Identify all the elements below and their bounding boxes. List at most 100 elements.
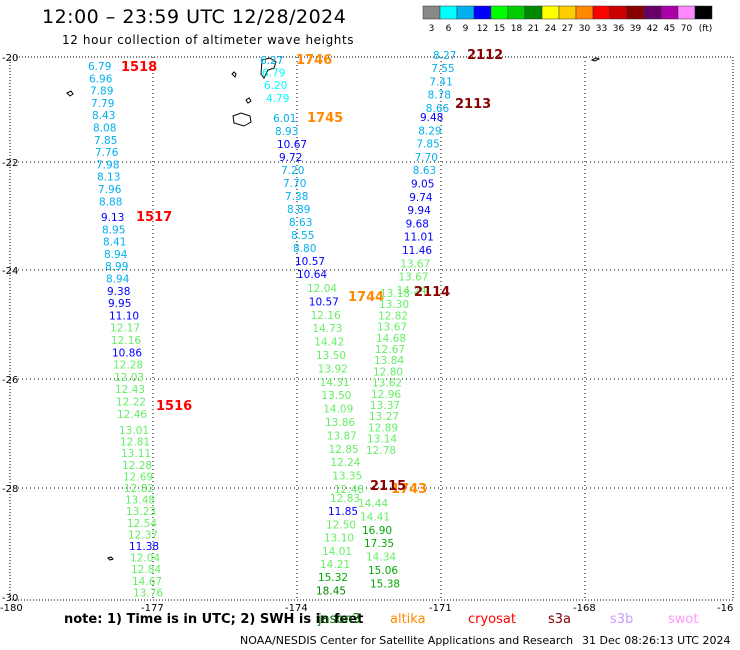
footer-note: note: 1) Time is in UTC; 2) SWH is in fe… <box>64 612 364 627</box>
wave-height-value: 12.46 <box>117 409 147 421</box>
wave-height-value: 13.76 <box>133 587 163 599</box>
scale-label: 33 <box>596 24 607 34</box>
track-2113: 9.488.29 7.857.708.63 9.059.749.949.68 11.0… <box>397 97 492 297</box>
wave-height-value: 13.48 <box>125 495 155 507</box>
wave-height-value: 13.50 <box>321 390 351 402</box>
wave-height-value: 9.94 <box>407 205 431 217</box>
orbit-pass-label: 1744 <box>348 290 384 305</box>
wave-height-value: 8.94 <box>104 249 128 261</box>
wave-height-value: 7.70 <box>283 178 306 190</box>
wave-height-value: 10.57 <box>295 256 325 268</box>
wave-height-value: 7.55 <box>431 63 454 75</box>
wave-height-value: 12.03 <box>114 372 144 384</box>
wave-height-value: 9.13 <box>101 212 124 224</box>
track-1746: 6.276.796.204.79 1746 <box>260 53 332 105</box>
wave-height-value: 9.68 <box>406 218 429 230</box>
wave-height-value: 14.34 <box>366 552 396 564</box>
wave-height-value: 12.28 <box>122 460 152 472</box>
track-2112: 8.277.557.41 8.788.66 2112 <box>426 48 503 115</box>
wave-height-value: 7.70 <box>415 152 438 164</box>
wave-height-value: 12.80 <box>373 366 403 378</box>
wave-height-value: 12.54 <box>127 518 157 530</box>
wave-height-value: 13.01 <box>119 425 149 437</box>
wave-height-value: 13.35 <box>332 471 362 483</box>
wave-height-value: 13.30 <box>379 299 409 311</box>
wave-height-value: 13.11 <box>121 448 151 460</box>
wave-height-value: 13.67 <box>398 272 428 284</box>
wave-height-value: 15.32 <box>318 572 348 584</box>
wave-height-value: 12.04 <box>130 553 160 565</box>
scale-label: 21 <box>528 24 539 34</box>
islands <box>66 57 601 561</box>
wave-height-value: 15.06 <box>368 565 398 577</box>
wave-height-value: 9.05 <box>411 179 434 191</box>
orbit-pass-label: 1517 <box>136 210 172 225</box>
lat-label: -20 <box>2 53 18 64</box>
orbit-pass-label: 1745 <box>307 111 343 126</box>
satellite-swot: swot <box>668 612 699 627</box>
wave-height-value: 8.89 <box>287 204 310 216</box>
generated-timestamp: 31 Dec 08:26:13 UTC 2024 <box>582 634 731 647</box>
satellite-jason3: jason3 <box>318 612 361 627</box>
wave-height-value: 14.41 <box>360 511 390 523</box>
wave-height-value: 6.01 <box>273 113 296 125</box>
scale-swatch <box>558 5 577 20</box>
wave-height-value: 14.01 <box>322 546 352 558</box>
lat-label: -24 <box>2 266 18 277</box>
wave-height-value: 6.96 <box>89 73 113 85</box>
track-1745: 6.018.9310.679.727.207.707.388.898.638.5… <box>273 111 343 281</box>
wave-height-value: 14.73 <box>312 323 342 335</box>
wave-height-value: 10.64 <box>297 269 327 281</box>
lat-label: -22 <box>2 158 18 169</box>
satellite-altika: altika <box>390 612 426 627</box>
wave-height-value: 8.80 <box>293 243 316 255</box>
wave-height-value: 8.88 <box>99 196 122 208</box>
wave-height-value: 9.48 <box>420 112 443 124</box>
wave-height-value: 13.50 <box>316 350 346 362</box>
wave-height-value: 9.74 <box>409 192 433 204</box>
wave-height-value: 13.27 <box>369 411 399 423</box>
scale-label: 36 <box>613 24 625 34</box>
wave-height-value: 13.14 <box>367 434 397 446</box>
wave-height-value: 14.42 <box>314 337 344 349</box>
scale-swatch <box>643 5 662 20</box>
scale-swatch <box>490 5 509 20</box>
wave-height-value: 8.43 <box>92 110 115 122</box>
wave-height-value: 10.57 <box>309 296 339 308</box>
track-1517: 9.138.958.418.948.998.949.389.9511.1012.… <box>101 210 172 421</box>
wave-height-value: 8.27 <box>433 50 456 62</box>
scale-label: 24 <box>545 24 557 34</box>
lon-label: -16 <box>717 603 733 614</box>
wave-height-value: 7.89 <box>90 86 113 98</box>
wave-height-value: 12.28 <box>113 360 143 372</box>
scale-label: 9 <box>463 24 469 34</box>
track-1516: 13.0112.8113.1112.2812.6912.8213.4813.23… <box>119 399 192 599</box>
wave-height-value: 7.76 <box>95 147 119 159</box>
wave-height-value: 4.79 <box>266 93 289 105</box>
scale-swatch <box>507 5 526 20</box>
wave-height-value: 12.69 <box>123 471 153 483</box>
map-grid: -20 -22 -24 -26 -28 -30-180 -177 -174 -171 -168 -1… <box>0 53 734 614</box>
wave-height-value: 12.78 <box>366 445 396 457</box>
wave-height-value: 14.68 <box>376 333 406 345</box>
orbit-pass-label: 2112 <box>467 48 503 63</box>
wave-height-value: 7.85 <box>94 135 117 147</box>
scale-swatch <box>575 5 594 20</box>
orbit-pass-label: 2115 <box>370 479 406 494</box>
wave-height-value: 16.90 <box>362 525 392 537</box>
wave-height-value: 15.38 <box>370 578 400 590</box>
wave-height-value: 13.18 <box>380 288 410 300</box>
lon-label: -174 <box>285 603 308 614</box>
lon-label: -168 <box>573 603 596 614</box>
wave-height-value: 12.96 <box>371 389 401 401</box>
scale-label: 45 <box>664 24 675 34</box>
scale-label: 30 <box>579 24 591 34</box>
scale-label: 12 <box>477 24 488 34</box>
wave-height-value: 9.38 <box>107 286 130 298</box>
wave-height-value: 13.10 <box>324 533 354 545</box>
wave-height-value: 8.94 <box>106 274 130 286</box>
orbit-pass-label: 1516 <box>156 399 192 414</box>
wave-height-value: 13.62 <box>372 378 402 390</box>
color-scale-legend: 3 6 9 12 15 18 21 24 27 30 33 36 39 42 45 70 (ft) <box>422 5 712 34</box>
